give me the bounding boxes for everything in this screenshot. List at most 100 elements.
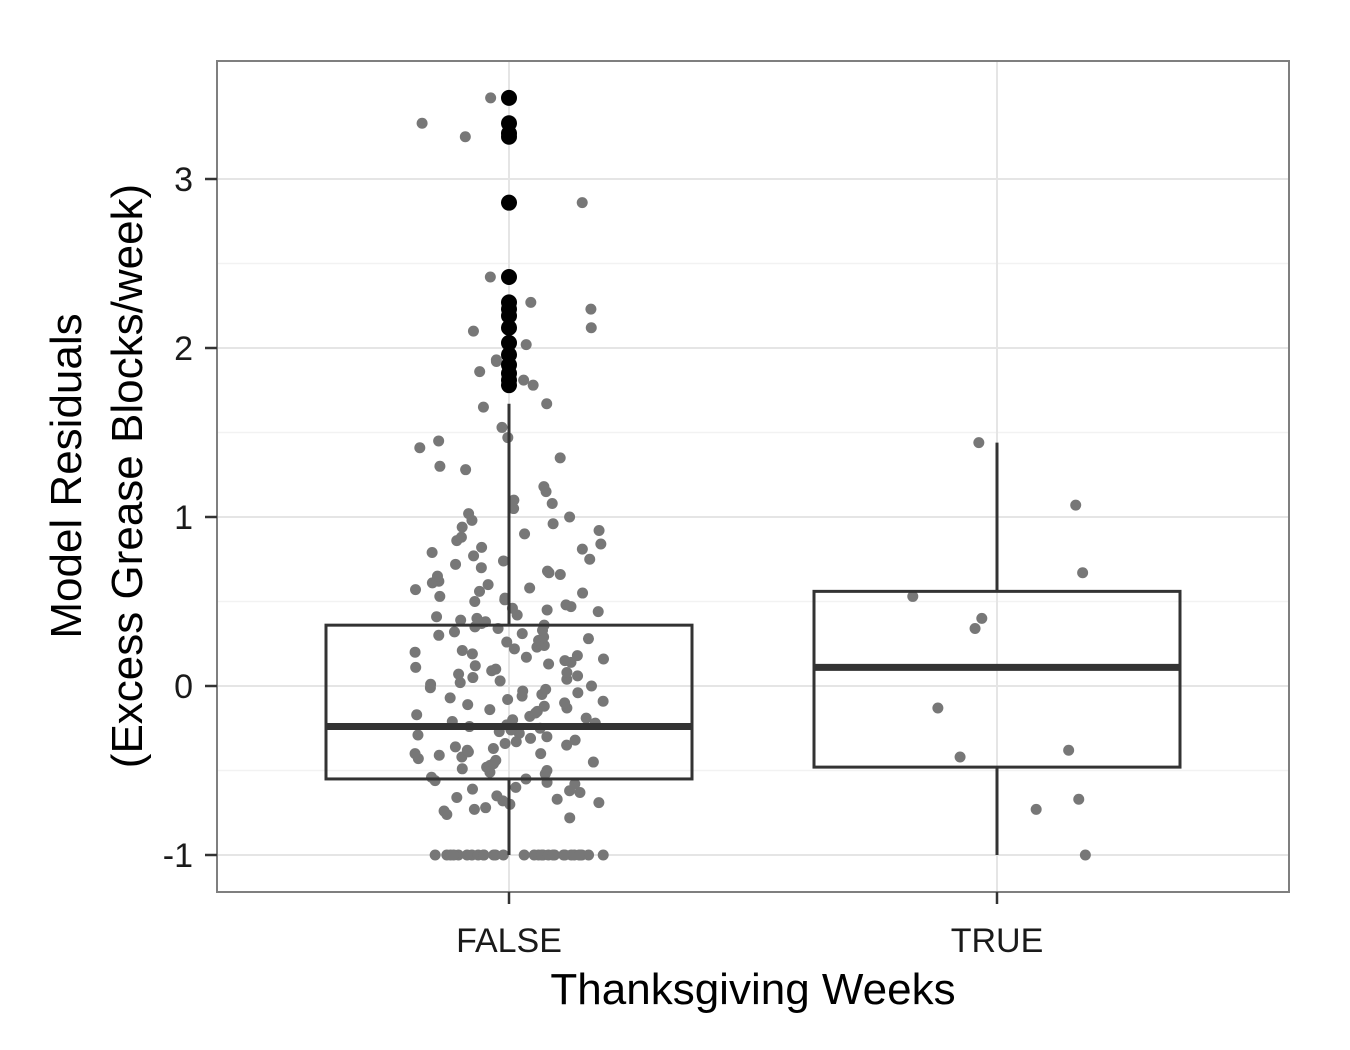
jitter-point bbox=[496, 421, 508, 433]
jitter-point bbox=[508, 503, 520, 515]
jitter-point bbox=[477, 401, 489, 413]
box-iqr bbox=[324, 623, 694, 781]
jitter-point bbox=[547, 518, 559, 530]
jitter-point bbox=[510, 781, 522, 793]
outlier-point bbox=[501, 307, 517, 324]
jitter-point bbox=[554, 568, 566, 580]
jitter-point bbox=[580, 712, 592, 724]
jitter-point bbox=[484, 271, 496, 283]
jitter-point bbox=[528, 849, 540, 861]
jitter-point bbox=[593, 797, 605, 809]
jitter-point bbox=[1070, 499, 1082, 511]
jitter-point bbox=[433, 749, 445, 761]
minor-gridlines bbox=[217, 262, 1289, 772]
jitter-point bbox=[538, 481, 550, 493]
jitter-point bbox=[582, 633, 594, 645]
plot-panel-background bbox=[217, 61, 1289, 892]
box-iqr bbox=[812, 589, 1182, 769]
jitter-point bbox=[527, 379, 539, 391]
jitter-point bbox=[510, 736, 522, 748]
jitter-point bbox=[414, 442, 426, 454]
jitter-point bbox=[907, 590, 919, 602]
y-tick-label: 2 bbox=[174, 330, 193, 368]
jitter-point bbox=[471, 612, 483, 624]
jitter-point bbox=[507, 714, 519, 726]
jitter-point bbox=[577, 587, 589, 599]
jitter-point bbox=[491, 790, 503, 802]
y-tick-label: 3 bbox=[174, 161, 193, 199]
x-tick-label: TRUE bbox=[951, 922, 1044, 960]
jitter-point bbox=[597, 849, 609, 861]
jitter-point bbox=[597, 653, 609, 665]
jitter-point bbox=[932, 702, 944, 714]
jitter-point bbox=[584, 553, 596, 565]
jitter-point bbox=[431, 570, 443, 582]
jitter-point bbox=[451, 792, 463, 804]
jitter-point bbox=[482, 579, 494, 591]
y-axis: -1 0 1 2 3 bbox=[163, 161, 217, 875]
jitter-point bbox=[433, 629, 445, 641]
jitter-point bbox=[1077, 567, 1089, 579]
jitter-point bbox=[554, 452, 566, 464]
jitter-point bbox=[487, 743, 499, 755]
jitter-point bbox=[467, 325, 479, 337]
jitter-point bbox=[466, 648, 478, 660]
jitter-point bbox=[434, 460, 446, 472]
jitter-point bbox=[564, 812, 576, 824]
jitter-point bbox=[467, 672, 479, 684]
outlier-point bbox=[501, 89, 517, 106]
jitter-point bbox=[410, 584, 422, 596]
jitter-point bbox=[1063, 744, 1075, 756]
jitter-point bbox=[459, 131, 471, 143]
jitter-point bbox=[969, 623, 981, 635]
jitter-point bbox=[502, 694, 514, 706]
jitter-point bbox=[433, 435, 445, 447]
jitter-point bbox=[592, 606, 604, 618]
jitter-point bbox=[535, 748, 547, 760]
jitter-point bbox=[585, 322, 597, 334]
x-axis-title: Thanksgiving Weeks bbox=[550, 965, 955, 1014]
jitter-point bbox=[448, 849, 460, 861]
jitter-point bbox=[541, 731, 553, 743]
jitter-point bbox=[541, 765, 553, 776]
jitter-point bbox=[561, 666, 573, 678]
y-tick-label: -1 bbox=[163, 837, 193, 875]
jitter-point bbox=[541, 398, 553, 410]
x-axis: FALSE TRUE bbox=[456, 892, 1043, 960]
jitter-point bbox=[954, 751, 966, 763]
jitter-point bbox=[409, 646, 421, 658]
jitter-point bbox=[449, 741, 461, 753]
jitter-point bbox=[412, 729, 424, 741]
jitter-point bbox=[525, 732, 537, 744]
y-tick-label: 1 bbox=[174, 499, 193, 537]
jitter-point bbox=[525, 296, 537, 308]
jitter-point bbox=[463, 508, 475, 520]
jitter-point bbox=[564, 511, 576, 523]
jitter-point bbox=[474, 585, 486, 597]
jitter-point bbox=[469, 596, 481, 607]
jitter-point bbox=[1073, 793, 1085, 805]
plot-panel-border bbox=[216, 60, 1290, 893]
jitter-point bbox=[597, 695, 609, 707]
jitter-point bbox=[587, 756, 599, 768]
jitter-point bbox=[583, 849, 595, 861]
jitter-point bbox=[585, 680, 597, 692]
jitter-point bbox=[517, 685, 529, 697]
jitter-point bbox=[595, 538, 607, 550]
outlier-point bbox=[501, 269, 517, 286]
outlier-point bbox=[501, 194, 517, 211]
jitter-point bbox=[585, 303, 597, 315]
jitter-point bbox=[573, 849, 585, 861]
outlier-point bbox=[501, 377, 517, 394]
jitter-point bbox=[976, 612, 988, 624]
jitter-point bbox=[574, 786, 586, 798]
jitter-point bbox=[561, 739, 573, 751]
jitter-point bbox=[560, 599, 572, 611]
boxes-layer bbox=[324, 403, 1182, 855]
jitter-point bbox=[490, 754, 502, 766]
jitter-point bbox=[474, 366, 486, 378]
jitter-point bbox=[516, 628, 528, 640]
jitter-point bbox=[476, 541, 488, 553]
x-tick-label: FALSE bbox=[456, 922, 562, 960]
jitter-point bbox=[569, 778, 581, 790]
